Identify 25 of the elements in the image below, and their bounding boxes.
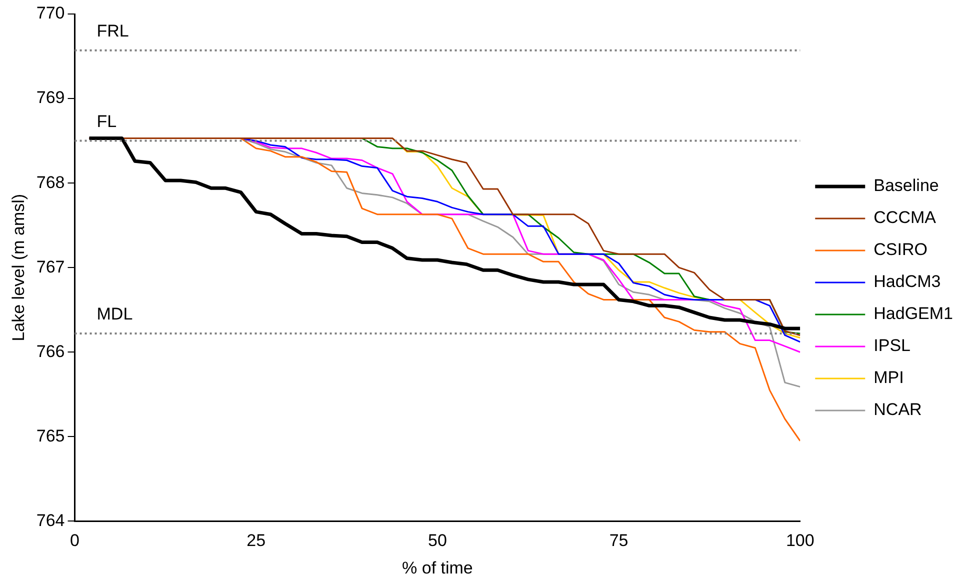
y-tick-label: 769	[36, 88, 65, 108]
ref-line-label: FL	[96, 112, 117, 131]
x-tick-label: 0	[70, 531, 80, 550]
legend-label: IPSL	[874, 336, 910, 356]
legend-label: CCCMA	[874, 208, 937, 228]
ref-line-label: MDL	[96, 304, 133, 324]
y-tick-label: 768	[36, 172, 65, 192]
y-tick-label: 764	[36, 510, 65, 530]
legend-label: Baseline	[874, 176, 939, 196]
legend-label: CSIRO	[874, 240, 928, 260]
x-tick-label: 50	[428, 531, 447, 550]
y-tick-label: 766	[36, 342, 65, 361]
x-tick-label: 100	[786, 531, 814, 550]
legend-label: HadCM3	[874, 272, 941, 292]
y-tick-label: 767	[36, 257, 65, 276]
legend-label: MPI	[874, 368, 904, 388]
legend-label: NCAR	[874, 400, 922, 420]
y-tick-label: 770	[36, 4, 65, 23]
ref-line-label: FRL	[96, 22, 129, 41]
x-tick-label: 75	[609, 531, 628, 550]
x-axis-title: % of time	[402, 558, 473, 578]
x-tick-label: 25	[246, 531, 266, 550]
legend-label: HadGEM1	[874, 304, 954, 324]
y-tick-label: 765	[36, 426, 65, 446]
y-axis-title: Lake level (m amsl)	[8, 194, 28, 342]
